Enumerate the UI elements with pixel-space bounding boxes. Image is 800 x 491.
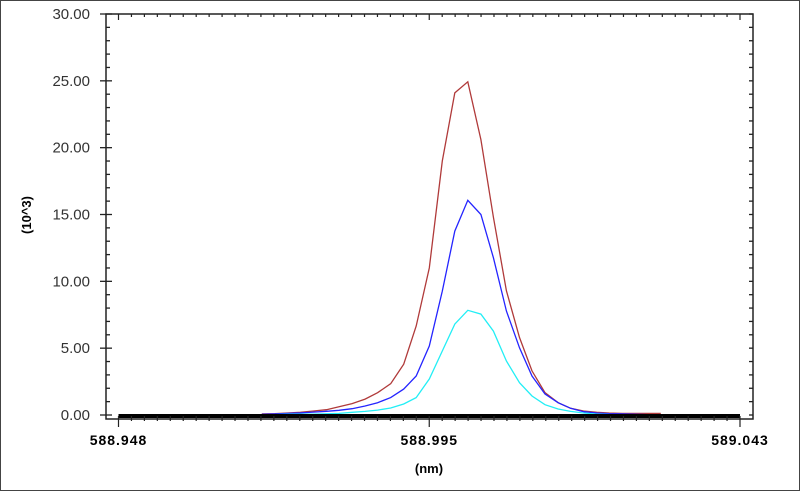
series-line-3 [261, 309, 661, 416]
y-tick-label: 20.00 [52, 140, 90, 157]
series-line-1 [261, 80, 661, 415]
plot-frame [105, 13, 754, 420]
y-tick-label: 25.00 [52, 73, 90, 90]
x-tick-label: 588.948 [90, 432, 148, 448]
y-tick-label: 5.00 [61, 340, 90, 357]
x-tick-label: 588.995 [400, 432, 458, 448]
y-tick-label: 0.00 [61, 407, 90, 424]
series-line-2 [261, 199, 661, 416]
x-tick-labels: 588.948 588.995 589.043 [90, 432, 769, 448]
x-axis-label: (nm) [415, 461, 443, 476]
axes [100, 13, 753, 427]
plot-border [105, 13, 754, 420]
x-tick-label: 589.043 [711, 432, 769, 448]
y-tick-labels: 0.00 5.00 10.00 15.00 20.00 25.00 30.00 [52, 6, 90, 424]
y-tick-label: 30.00 [52, 6, 90, 23]
y-tick-label: 15.00 [52, 207, 90, 224]
y-tick-label: 10.00 [52, 273, 90, 290]
series-lines [261, 80, 661, 416]
y-axis-label: (10^3) [19, 196, 34, 234]
